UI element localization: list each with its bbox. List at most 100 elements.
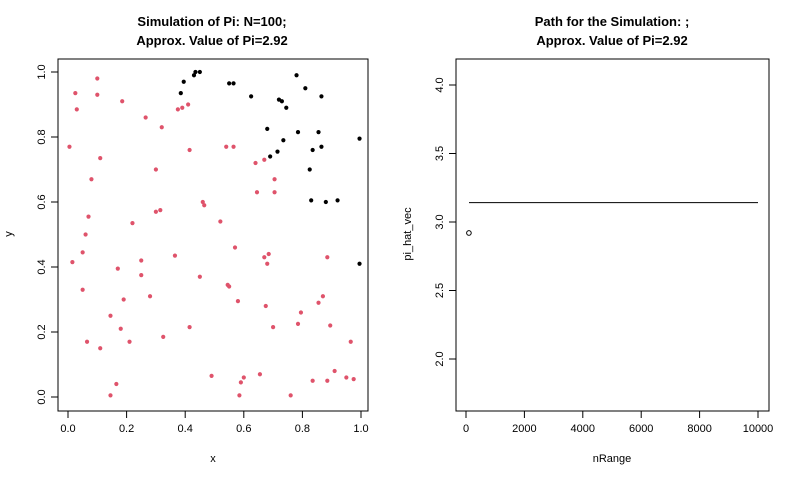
scatter-point [328, 323, 333, 328]
scatter-point [67, 144, 72, 149]
scatter-point [254, 190, 260, 195]
scatter-y-tick-label: 0.4 [36, 259, 48, 274]
scatter-point [257, 372, 263, 377]
scatter-point [310, 378, 315, 383]
scatter-point [143, 115, 148, 120]
scatter-point [235, 299, 241, 304]
scatter-point [241, 375, 246, 380]
scatter-point [298, 310, 304, 315]
scatter-point [265, 261, 270, 266]
scatter-point [83, 232, 88, 237]
scatter-x-tick-label: 0.8 [295, 423, 310, 435]
scatter-point [172, 253, 178, 258]
scatter-point [332, 368, 337, 374]
scatter-point [130, 221, 135, 226]
scatter-point [178, 91, 183, 96]
scatter-point [357, 261, 362, 266]
scatter-point [320, 294, 326, 299]
scatter-point [238, 380, 243, 385]
scatter-point [227, 284, 232, 289]
scatter-point [218, 219, 223, 224]
scatter-point [295, 321, 301, 326]
scatter-point [89, 177, 94, 182]
scatter-y-axis: 0.0 0.2 0.4 0.6 0.8 1.0 [36, 64, 59, 405]
scatter-point [288, 393, 293, 398]
path-title-line2: Approx. Value of Pi=2.92 [536, 33, 687, 48]
scatter-point [307, 167, 312, 172]
scatter-point [271, 325, 276, 330]
scatter-point [98, 156, 103, 161]
scatter-point [114, 381, 119, 387]
path-y-tick-label: 2.0 [434, 351, 446, 366]
scatter-point [197, 274, 202, 279]
scatter-panel: Simulation of Pi: N=100; Approx. Value o… [3, 14, 369, 465]
scatter-y-tick-label: 0.8 [36, 129, 48, 144]
scatter-point [108, 393, 113, 398]
scatter-point [272, 177, 277, 182]
scatter-point [357, 136, 362, 141]
scatter-point [209, 373, 214, 378]
scatter-point [180, 105, 185, 110]
scatter-point [147, 294, 153, 299]
scatter-point [325, 255, 330, 260]
scatter-title-line1: Simulation of Pi: N=100; [137, 14, 286, 29]
scatter-point [272, 190, 277, 195]
scatter-point [309, 198, 314, 203]
scatter-point [310, 147, 315, 153]
scatter-point [120, 99, 125, 104]
path-panel: Path for the Simulation: ; Approx. Value… [402, 14, 773, 465]
scatter-point [344, 375, 349, 380]
scatter-point [348, 339, 353, 344]
path-x-label: nRange [593, 453, 632, 465]
scatter-x-tick-label: 1.0 [353, 423, 368, 435]
scatter-point [197, 69, 202, 75]
scatter-point [153, 167, 158, 172]
scatter-point [319, 94, 324, 99]
scatter-point [232, 245, 238, 250]
path-x-tick-label: 0 [463, 423, 469, 435]
scatter-point [279, 99, 284, 104]
scatter-point [159, 125, 164, 130]
scatter-point [231, 144, 236, 149]
path-x-tick-label: 10000 [743, 423, 774, 435]
scatter-point [265, 126, 270, 131]
scatter-point [268, 154, 273, 159]
scatter-point [115, 266, 120, 271]
scatter-y-tick-label: 0.0 [36, 389, 48, 404]
scatter-point [266, 251, 271, 257]
path-y-tick-label: 4.0 [434, 77, 446, 92]
scatter-point [139, 273, 144, 278]
scatter-point [127, 339, 132, 344]
scatter-point [263, 303, 268, 309]
scatter-point [200, 199, 205, 205]
pi-estimate-point [466, 230, 472, 236]
scatter-point [294, 73, 299, 78]
path-x-axis: 0 2000 4000 6000 8000 10000 [463, 410, 774, 435]
scatter-x-tick-label: 0.2 [119, 423, 134, 435]
path-x-tick-label: 8000 [687, 423, 711, 435]
path-x-tick-label: 6000 [629, 423, 653, 435]
scatter-points [67, 69, 362, 398]
scatter-point [303, 86, 308, 91]
path-y-tick-label: 3.5 [434, 146, 446, 161]
path-y-axis: 2.0 2.5 3.0 3.5 4.0 [434, 77, 457, 367]
scatter-point [175, 107, 180, 112]
scatter-point [80, 250, 85, 255]
scatter-y-label: y [3, 231, 15, 237]
scatter-point [98, 346, 103, 351]
scatter-point [73, 91, 78, 96]
path-y-tick-label: 3.0 [434, 214, 446, 229]
path-plot-frame [455, 58, 770, 412]
scatter-point [335, 198, 340, 203]
path-x-tick-label: 4000 [571, 423, 595, 435]
scatter-x-tick-label: 0.0 [60, 423, 75, 435]
scatter-point [74, 107, 79, 112]
scatter-point [227, 81, 232, 86]
scatter-point [275, 149, 280, 154]
scatter-x-label: x [210, 453, 216, 465]
scatter-plot-frame [57, 58, 369, 412]
scatter-point [121, 297, 126, 302]
path-y-label: pi_hat_vec [402, 207, 414, 261]
scatter-point [253, 160, 258, 166]
scatter-point [237, 393, 242, 398]
